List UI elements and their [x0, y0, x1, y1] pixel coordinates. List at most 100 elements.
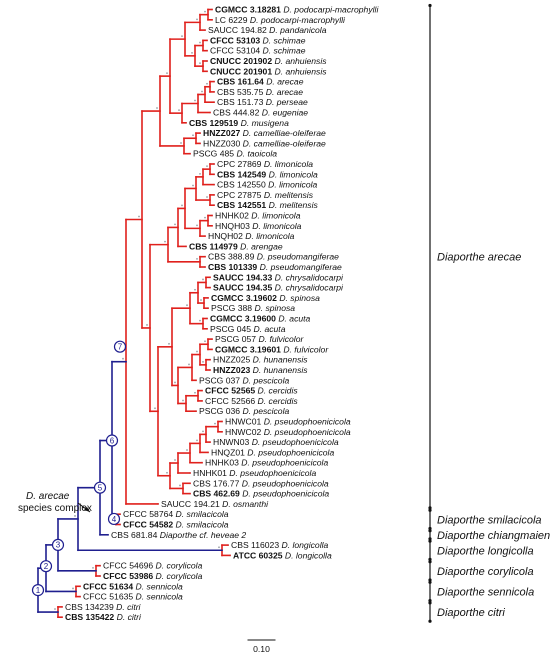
- taxon-accession: CBS 444.82: [213, 108, 262, 118]
- support-dot: [188, 363, 190, 366]
- taxon-species: D. cercidis: [258, 386, 299, 396]
- support-dot: [206, 165, 208, 168]
- taxon-species: D. citri: [117, 612, 142, 622]
- taxon-species: D. chrysalidocarpi: [275, 283, 344, 293]
- clade-bracket-end: [428, 560, 432, 564]
- support-dot: [154, 407, 156, 410]
- clade-bracket-end: [428, 3, 432, 8]
- taxon-accession: HNQH02: [208, 231, 245, 241]
- taxon-label: CBS 142549 D. limonicola: [217, 169, 318, 179]
- taxon-accession: HNZZ030: [203, 138, 243, 148]
- node-marker: [31, 584, 45, 597]
- taxon-accession: CGMCC 3.19602: [211, 293, 279, 303]
- taxon-accession: CBS 142550: [217, 180, 268, 190]
- taxon-species: D. melitensis: [269, 200, 319, 210]
- taxon-label: CFCC 51635 D. sennicola: [83, 592, 183, 602]
- taxon-species: D. eugeniae: [262, 108, 309, 118]
- support-dot: [181, 35, 183, 38]
- taxon-accession: HNWC01: [225, 417, 264, 427]
- taxon-accession: HNZZ023: [213, 365, 253, 375]
- support-dot: [202, 430, 204, 433]
- taxon-label: CPC 27869 D. limonicola: [217, 159, 313, 169]
- taxon-accession: ATCC 60325: [233, 550, 285, 560]
- support-dot: [199, 172, 201, 175]
- taxon-species: Diaporthe cf. heveae 2: [160, 530, 247, 540]
- support-dot: [180, 142, 182, 144]
- clade-bracket-end: [428, 557, 432, 562]
- support-dot: [194, 391, 196, 394]
- taxon-species: D. pseudophoenicicola: [252, 437, 339, 447]
- taxon-label: CFCC 51634 D. sennicola: [83, 581, 183, 591]
- taxon-species: D. melitensis: [264, 190, 314, 200]
- clade-bracket-end: [428, 619, 432, 623]
- taxon-species: D. pseudophoenicicola: [229, 468, 316, 478]
- taxon-label: SAUCC 194.33 D. chrysalidocarpi: [213, 272, 344, 282]
- taxon-label: CBS 176.77 D. pseudophoenicicola: [193, 478, 329, 488]
- node-number: 6: [110, 436, 115, 445]
- support-dot: [199, 319, 201, 322]
- support-dot: [146, 324, 148, 326]
- support-dot: [179, 484, 181, 487]
- taxon-species: D. longicolla: [281, 540, 328, 550]
- clade-label: Diaporthe citri: [437, 607, 505, 619]
- support-dot: [206, 82, 208, 85]
- clade-label: Diaporthe corylicola: [437, 566, 534, 578]
- taxon-species: D. schimae: [263, 35, 306, 45]
- taxon-label: HNWC02 D. pseudophoenicicola: [225, 427, 351, 437]
- support-dot: [72, 587, 74, 590]
- taxon-label: CBS 535.75 D. arecae: [217, 87, 303, 97]
- clade-bracket-end: [428, 599, 432, 603]
- taxon-accession: CBS 681.84: [111, 530, 160, 540]
- taxon-label: PSCG 036 D. pescicola: [199, 406, 289, 416]
- taxon-species: D. camelliae-oleiferae: [243, 138, 326, 148]
- support-dot: [168, 342, 170, 345]
- taxon-label: CBS 681.84 Diaporthe cf. heveae 2: [111, 530, 246, 540]
- taxon-accession: PSCG 388: [211, 303, 254, 313]
- taxon-accession: SAUCC 194.82: [208, 25, 269, 35]
- taxon-label: CBS 114979 D. arengae: [189, 241, 283, 251]
- taxon-label: CFCC 53104 D. schimae: [210, 46, 306, 56]
- taxon-accession: CGMCC 3.18281: [215, 5, 283, 15]
- taxon-label: CBS 142550 D. limonicola: [217, 180, 318, 190]
- taxon-species: D. citri: [116, 602, 141, 612]
- node-marker: [51, 538, 65, 552]
- clade-bracket-end: [428, 537, 432, 541]
- taxon-accession: CBS 135422: [65, 612, 117, 622]
- taxon-label: CNUCC 201901 D. anhuiensis: [210, 66, 327, 76]
- taxon-label: CGMCC 3.19600 D. acuta: [210, 314, 311, 324]
- node-number: 2: [44, 562, 49, 571]
- support-dot: [174, 223, 176, 226]
- taxon-label: CGMCC 3.18281 D. podocarpi-macrophylli: [215, 5, 379, 15]
- taxon-accession: CNUCC 201901: [210, 66, 274, 76]
- taxon-accession: CGMCC 3.19600: [210, 314, 278, 324]
- taxon-accession: PSCG 485: [193, 149, 236, 159]
- taxon-label: HNZZ025 D. hunanensis: [213, 355, 308, 365]
- taxon-label: CFCC 52565 D. cercidis: [205, 386, 298, 396]
- taxon-accession: PSCG 057: [215, 334, 258, 344]
- taxon-accession: CFCC 52565: [205, 386, 258, 396]
- taxon-label: CFCC 53986 D. corylicola: [103, 571, 203, 581]
- taxon-accession: HNZZ027: [203, 128, 243, 138]
- taxon-label: CBS 101339 D. pseudomangiferae: [208, 262, 342, 272]
- taxon-species: D. pseudophoenicicola: [242, 489, 329, 499]
- support-dot: [174, 459, 176, 461]
- taxon-accession: CBS 462.69: [193, 489, 242, 499]
- support-dot: [192, 184, 194, 187]
- node-marker: [107, 512, 121, 526]
- taxon-label: ATCC 60325 D. longicolla: [233, 550, 332, 560]
- support-dot: [196, 18, 198, 21]
- taxon-accession: CBS 388.89: [208, 252, 257, 262]
- support-dot: [181, 204, 183, 207]
- taxon-species: D. corylicola: [156, 571, 203, 581]
- taxon-label: CFCC 54696 D. corylicola: [103, 561, 203, 571]
- node-number: 7: [118, 343, 123, 352]
- taxon-species: D. limonicola: [268, 180, 317, 190]
- taxon-label: SAUCC 194.82 D. pandanicola: [208, 25, 327, 35]
- taxon-accession: HNHK01: [193, 468, 229, 478]
- taxon-label: HNQH02 D. limonicola: [208, 231, 295, 241]
- support-dot: [191, 51, 193, 54]
- taxon-species: D. arengae: [240, 241, 283, 251]
- node-number: 5: [98, 483, 103, 492]
- taxon-label: HNHK01 D. pseudophoenicicola: [193, 468, 316, 478]
- support-dot: [196, 224, 198, 227]
